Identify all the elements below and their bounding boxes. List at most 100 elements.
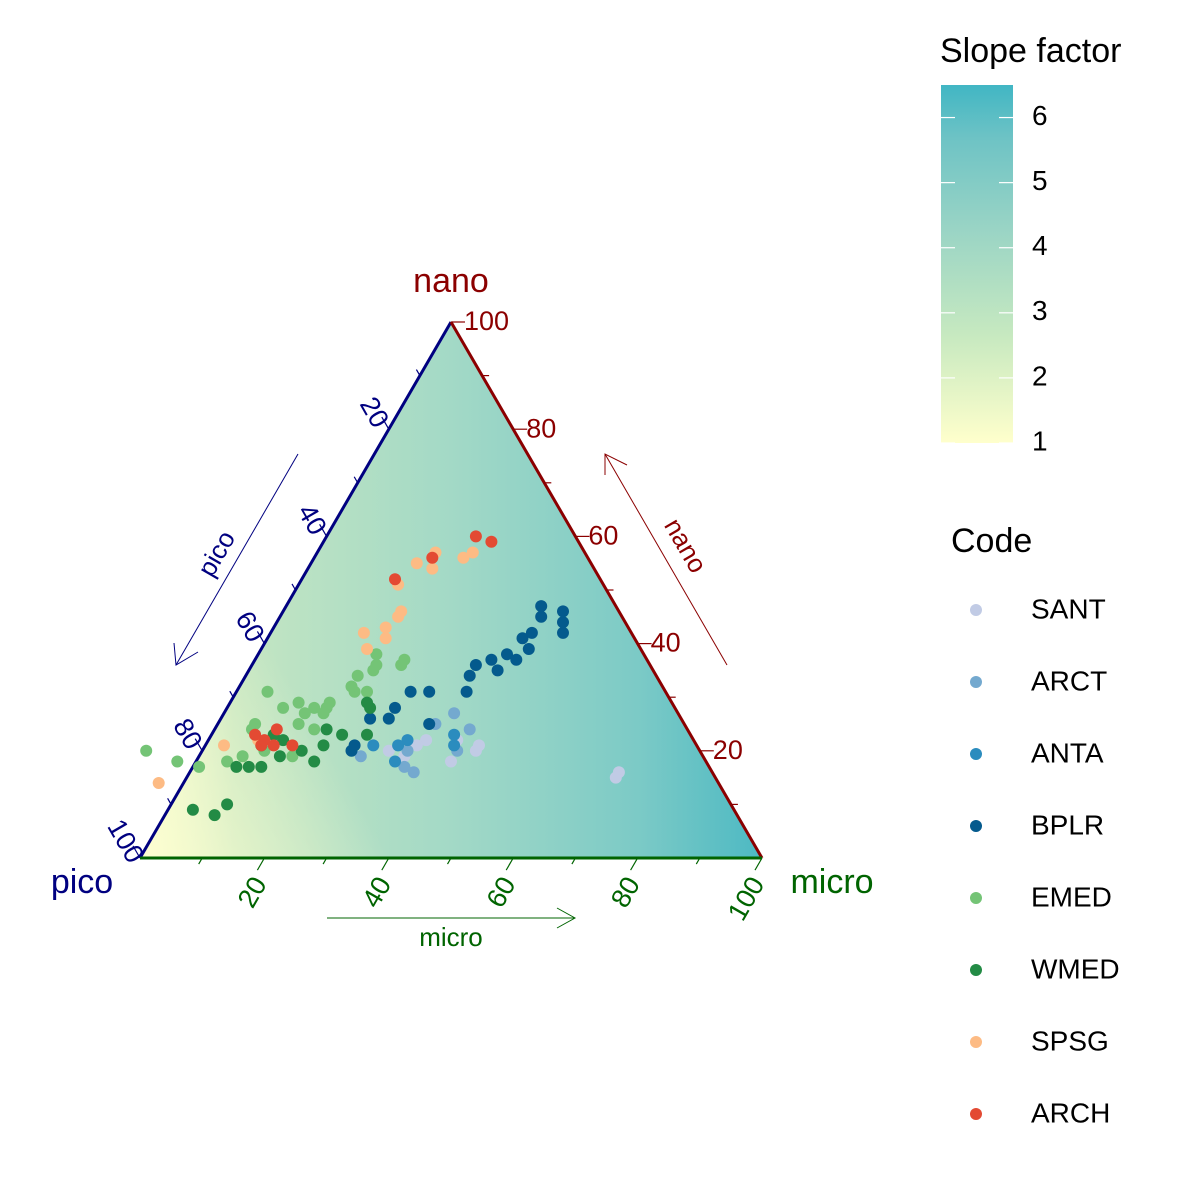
- data-point-wmed: [361, 728, 373, 741]
- data-point-bplr: [463, 669, 476, 682]
- colorbar-tick-label: 2: [1032, 360, 1048, 391]
- data-point-spsg: [466, 546, 479, 559]
- legend-label: ARCT: [1031, 665, 1107, 696]
- legend-key: [970, 1036, 982, 1048]
- data-point-emed: [277, 701, 290, 714]
- data-point-arct: [463, 723, 476, 736]
- data-point-spsg: [152, 777, 165, 789]
- data-point-anta: [389, 755, 401, 768]
- data-point-wmed: [208, 809, 221, 822]
- nano-tick-label: 100: [464, 306, 509, 336]
- nano-tick-label: 40: [651, 628, 681, 658]
- data-point-emed: [286, 750, 299, 763]
- data-point-bplr: [404, 685, 417, 698]
- data-point-emed: [345, 680, 358, 693]
- legend-label: SANT: [1031, 593, 1106, 624]
- data-point-bplr: [525, 626, 538, 639]
- data-point-bplr: [510, 653, 523, 666]
- data-point-wmed: [273, 750, 286, 763]
- data-point-sant: [609, 771, 622, 784]
- data-point-emed: [367, 664, 380, 677]
- data-point-spsg: [457, 551, 470, 564]
- data-point-wmed: [308, 755, 321, 768]
- data-point-wmed: [242, 760, 255, 773]
- data-point-emed: [171, 755, 184, 768]
- nano-tick-label: 20: [713, 735, 743, 765]
- data-point-emed: [317, 707, 330, 720]
- data-point-bplr: [501, 648, 513, 661]
- data-point-sant: [382, 744, 395, 757]
- data-point-bplr: [516, 632, 529, 645]
- data-point-anta: [448, 728, 461, 741]
- data-point-bplr: [535, 600, 548, 613]
- pico-tick: [132, 845, 141, 859]
- micro-vertex-label: micro: [790, 863, 873, 901]
- legend-item-anta: ANTA: [970, 737, 1104, 768]
- data-point-arct: [448, 707, 461, 720]
- data-point-wmed: [186, 803, 199, 816]
- data-point-spsg: [426, 562, 439, 575]
- nano-axis-title: nano: [413, 262, 489, 300]
- data-point-sant: [445, 755, 457, 768]
- data-point-bplr: [460, 685, 473, 698]
- data-point-arct: [407, 766, 420, 779]
- data-point-emed: [292, 696, 305, 709]
- legend-label: SPSG: [1031, 1025, 1109, 1056]
- slope-factor-legend-title: Slope factor: [940, 32, 1121, 70]
- data-point-arch: [258, 734, 271, 747]
- micro-axis-title: micro: [790, 863, 873, 901]
- data-point-arch: [270, 723, 283, 736]
- data-point-bplr: [364, 712, 377, 725]
- data-point-wmed: [317, 739, 330, 752]
- legend-item-arct: ARCT: [970, 665, 1107, 696]
- micro-arrow-label: micro: [419, 922, 483, 952]
- micro-tick-label: 100: [722, 872, 771, 926]
- legend-key: [970, 604, 982, 616]
- legend-label: WMED: [1031, 953, 1120, 984]
- pico-vertex-label: pico: [51, 863, 113, 901]
- data-point-bplr: [557, 605, 569, 618]
- nano-tick-label: 60: [588, 521, 618, 551]
- data-point-anta: [401, 734, 414, 747]
- axis-ticks: [132, 321, 763, 871]
- micro-tick: [754, 857, 763, 871]
- colorbar-tick-label: 6: [1032, 100, 1048, 131]
- data-point-emed: [261, 685, 274, 698]
- data-point-bplr: [522, 643, 535, 655]
- slope-factor-surface-highlight: [140, 322, 762, 858]
- data-point-spsg: [379, 632, 392, 645]
- legend-label: BPLR: [1031, 809, 1104, 840]
- code-legend: Code SANT ARCT ANTA BPLR EMED WMED SPSG ARCH: [951, 522, 1120, 1128]
- ternary-plot-area: [140, 322, 762, 858]
- legend-key: [970, 676, 982, 688]
- micro-tick: [505, 857, 514, 871]
- data-point-arct: [398, 760, 411, 773]
- data-point-bplr: [557, 616, 569, 629]
- data-point-wmed: [320, 723, 333, 736]
- colorbar-tick-label: 4: [1032, 230, 1048, 261]
- pico-axis-title: pico: [51, 863, 113, 901]
- data-point-emed: [370, 648, 383, 661]
- data-point-emed: [236, 750, 249, 763]
- data-point-arch: [485, 535, 498, 548]
- data-point-wmed: [255, 760, 268, 773]
- data-point-arct: [401, 744, 414, 757]
- pico-axis-line: [138, 321, 453, 859]
- legend-key: [970, 748, 982, 760]
- data-point-wmed: [295, 744, 308, 757]
- colorbar-ticks: 1 2 3 4 5 6: [941, 100, 1048, 456]
- data-point-bplr: [423, 718, 436, 730]
- micro-tick-label: 60: [481, 872, 522, 913]
- legend-key: [970, 820, 982, 832]
- legend-item-bplr: BPLR: [970, 809, 1104, 840]
- data-point-anta: [448, 739, 461, 752]
- data-point-emed: [292, 718, 305, 730]
- data-point-emed: [323, 696, 336, 709]
- data-point-wmed: [277, 734, 290, 747]
- data-point-bplr: [557, 626, 569, 639]
- legend-item-spsg: SPSG: [970, 1025, 1109, 1056]
- pico-arrow-label: pico: [191, 525, 241, 581]
- nano-tick-label: 80: [526, 413, 556, 443]
- data-point-arch: [426, 551, 439, 564]
- data-point-wmed: [336, 728, 349, 741]
